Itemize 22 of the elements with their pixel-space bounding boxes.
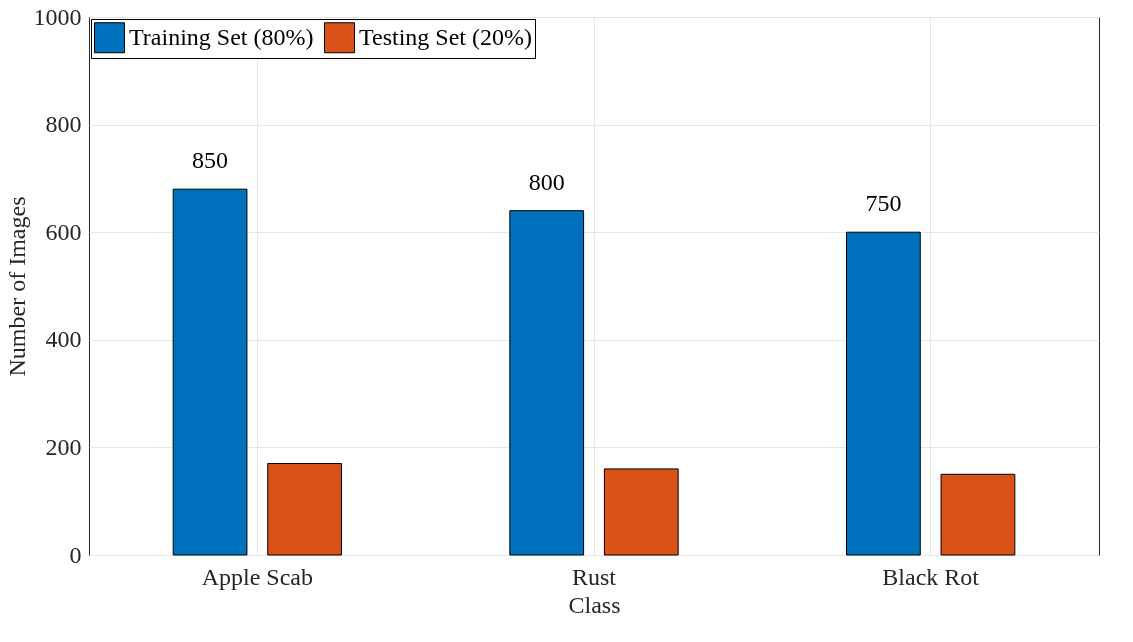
annotation: 800: [528, 168, 565, 195]
bar: [509, 210, 585, 556]
y-axis-title: Number of Images: [3, 196, 30, 377]
bar: [172, 188, 248, 556]
annotation: 750: [865, 190, 902, 217]
legend-label: Training Set (80%): [129, 23, 314, 50]
bar: [940, 473, 1016, 556]
x-tick-label: Black Rot: [882, 563, 980, 590]
annotation: 850: [192, 147, 229, 174]
y-tick-label: 1000: [33, 3, 82, 30]
x-axis-title: Class: [568, 591, 621, 618]
y-tick-label: 0: [69, 541, 82, 568]
y-tick-label: 400: [45, 326, 82, 353]
x-tick-label: Apple Scab: [201, 563, 313, 590]
y-tick-label: 600: [45, 218, 82, 245]
bar: [846, 231, 921, 556]
y-tick-label: 800: [45, 111, 82, 138]
y-tick-label: 200: [45, 433, 82, 460]
legend-label: Testing Set (20%): [359, 23, 532, 50]
x-tick-label: Rust: [571, 563, 617, 590]
bar: [267, 463, 342, 556]
bar: [603, 468, 679, 556]
